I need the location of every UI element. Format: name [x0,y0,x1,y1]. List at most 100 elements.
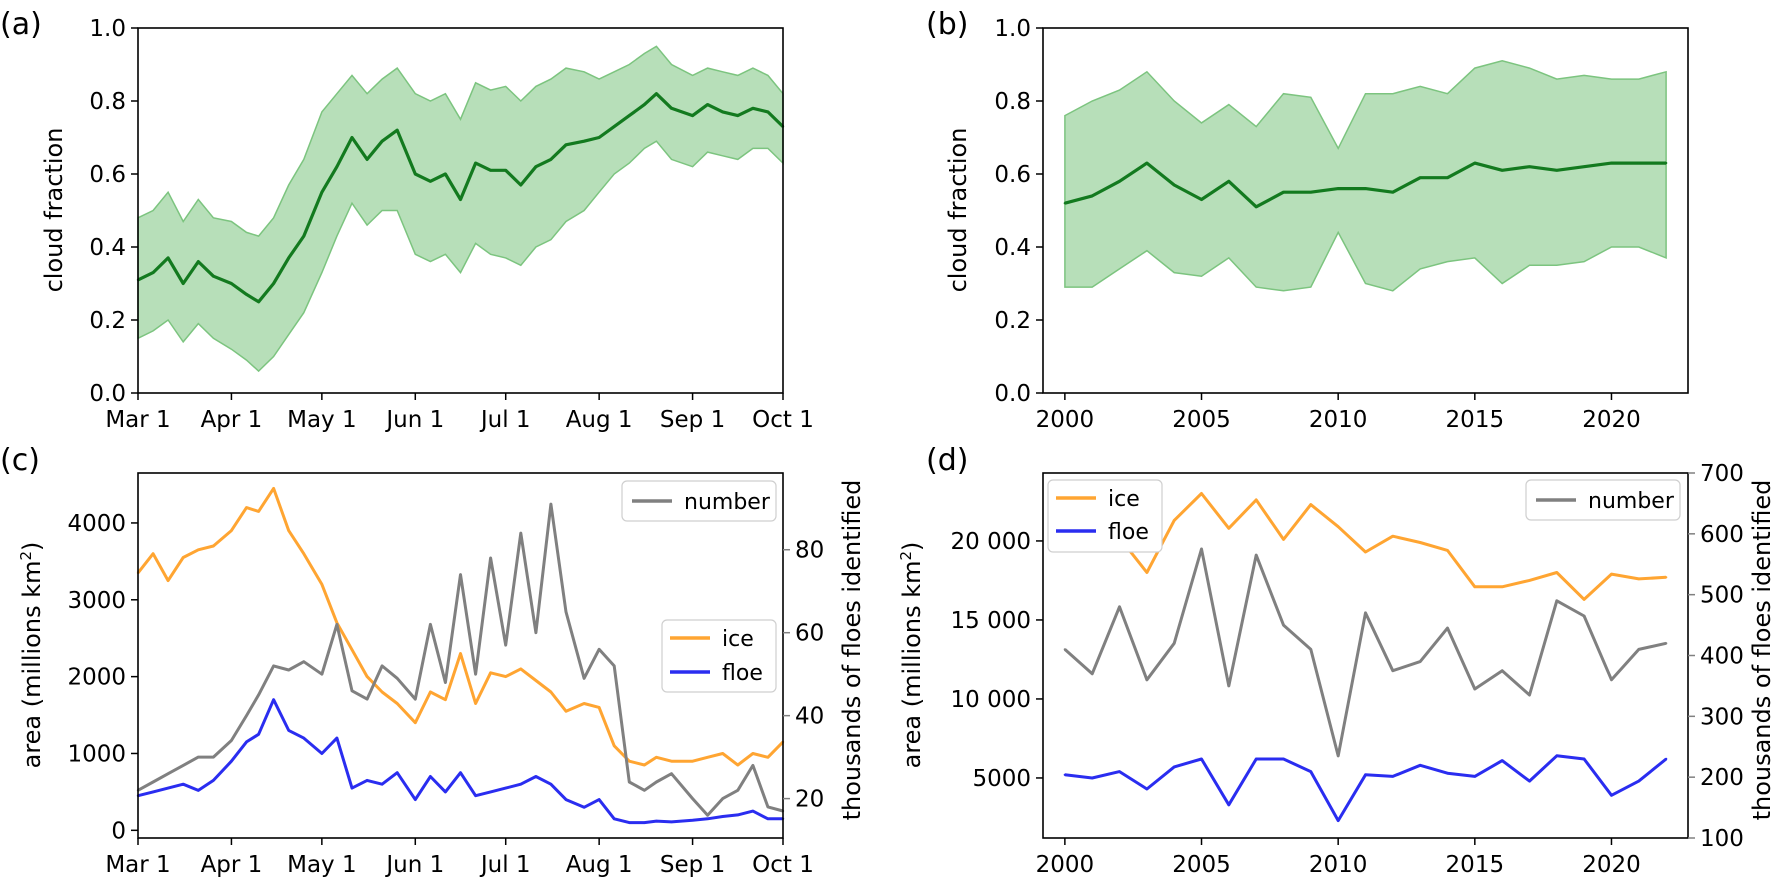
panel-a-xtick-label: May 1 [287,407,357,433]
panel-d-ice-point [1364,550,1367,554]
panel-c-number-point [628,780,631,784]
panel-c-legend-number-label: number [684,490,771,515]
panel-c-floe-point [613,817,616,820]
panel-c-ice-point [504,675,507,678]
panel-a-mean-point [197,260,200,263]
panel-c-number-point [655,780,658,784]
panel-a-mean-point [670,107,673,110]
panel-d-number-point [1364,611,1367,615]
panel-b-xtick-label: 2000 [1036,407,1095,433]
panel-b: 2000 2005 2010 2015 2020 0.0 0.2 0.4 0.6 0.8 1.0 c… [944,16,1689,433]
panel-a-ytick-label: 0.4 [89,235,126,261]
panel-c-number-point [691,797,694,800]
panel-c-number-point [549,502,553,506]
panel-c-ice-point [564,710,568,713]
panel-a-mean-point [212,275,215,278]
panel-d-legend-ice-floe: ice floe [1047,479,1163,553]
panel-c-ice-point [230,529,233,532]
panel-c-number-point [414,697,417,701]
panel-a-mean-point [597,136,601,139]
panel-c-number-point [489,556,492,560]
panel-d-ice-point [1200,492,1203,495]
panel-c-floe-point [380,783,384,786]
panel-d-ylabel-end: ) [898,542,926,551]
panel-d-floe-point [1063,773,1067,776]
panel-c-floe-point [230,759,233,763]
panel-a-mean-point [721,110,724,114]
panel-a-band [137,45,784,373]
panel-c-ylabel-right: thousands of floes identified [838,480,866,821]
panel-d-ice-point [1254,498,1258,502]
panel-d-floe-point [1090,776,1094,780]
panel-c-xtick-label: Aug 1 [566,852,633,878]
panel-c-ice-point [736,763,739,767]
panel-c-number-point [380,664,384,668]
panel-d-floe-point [1582,757,1586,761]
panel-b-xtick-label: 2005 [1172,407,1231,433]
panel-c-number-point [670,772,673,775]
panel-c-ice-point [459,652,462,655]
panel-a-mean-point [335,165,339,168]
panel-b-ytick-label: 0.6 [994,162,1031,188]
panel-b-mean-point [1090,194,1094,198]
panel-c-ytick-label: 3000 [67,588,126,614]
panel-a-mean-point [766,110,770,114]
panel-c-number-point [766,805,770,809]
panel-d-ytick-right-label: 100 [1700,826,1744,852]
panel-c-number-point [302,660,305,663]
panel-d-number-point [1172,642,1176,645]
panel-c-ytick-label: 4000 [67,511,126,537]
panel-a-mean-point [444,172,447,176]
panel-c-legend-floe-label: floe [722,661,763,686]
panel-a-xtick-label: Sep 1 [660,407,725,433]
panel-d-ytick-label: 20 000 [951,529,1031,555]
panel-b-mean-point [1364,187,1367,190]
panel-d-legend-floe-label: floe [1108,520,1149,545]
panel-a-mean-point [302,234,305,238]
panel-c-floe-point [365,779,369,782]
panel-d-ice-point [1555,571,1559,574]
panel-c-xtick-label: Jun 1 [384,852,444,878]
panel-c-ice-point [474,702,477,705]
panel-c-number-point [582,677,586,680]
panel-c-ice-point [429,690,432,694]
panel-b-mean-point [1172,183,1176,187]
panel-c-ice-point [396,702,399,705]
panel-d-floe-point [1145,787,1149,791]
panel-d-plot [1063,492,1668,823]
panel-d-number-point [1528,693,1531,697]
panel-d-ice-point [1282,538,1285,541]
panel-b-mean-point [1418,176,1422,179]
panel-d-ytick-label: 15 000 [951,608,1031,634]
panel-a-mean-point [396,129,399,132]
panel-c-ice-point [670,759,673,763]
panel-a-mean-point [474,161,477,165]
panel-c-number-point [166,772,170,775]
panel-c-ice-point [182,556,185,559]
panel-d-number-point [1145,678,1149,682]
panel-c-floe-point [670,820,673,824]
panel-c-number-point [230,739,233,742]
panel-d-number-point [1200,547,1203,551]
panel-a-mean-point [489,169,492,172]
panel-d-ice-point [1227,527,1231,530]
panel-a-mean-point [320,191,324,194]
panel-d-legend-ice-label: ice [1108,487,1140,512]
panel-c-floe-point [474,794,477,797]
panel-c-floe-point [257,733,260,736]
panel-c-number-point [643,789,646,792]
panel-d-ylabel-sup: 2 [897,551,915,561]
panel-b-ytick-label: 1.0 [994,16,1031,42]
panel-c-number-point [182,764,185,767]
panel-c-legend-ice-label: ice [722,627,754,652]
panel-c-floe-point [721,815,724,818]
panel-c-number-point [396,677,399,680]
panel-d-number-point [1227,684,1231,688]
panel-c-number-point [320,672,324,676]
panel-a-ytick-label: 0.8 [89,89,126,115]
panel-d-ice-point [1309,503,1313,506]
panel-a-ytick-label: 0.6 [89,162,126,188]
panel-label-b: (b) [926,7,968,42]
panel-a-mean-point [655,92,658,95]
